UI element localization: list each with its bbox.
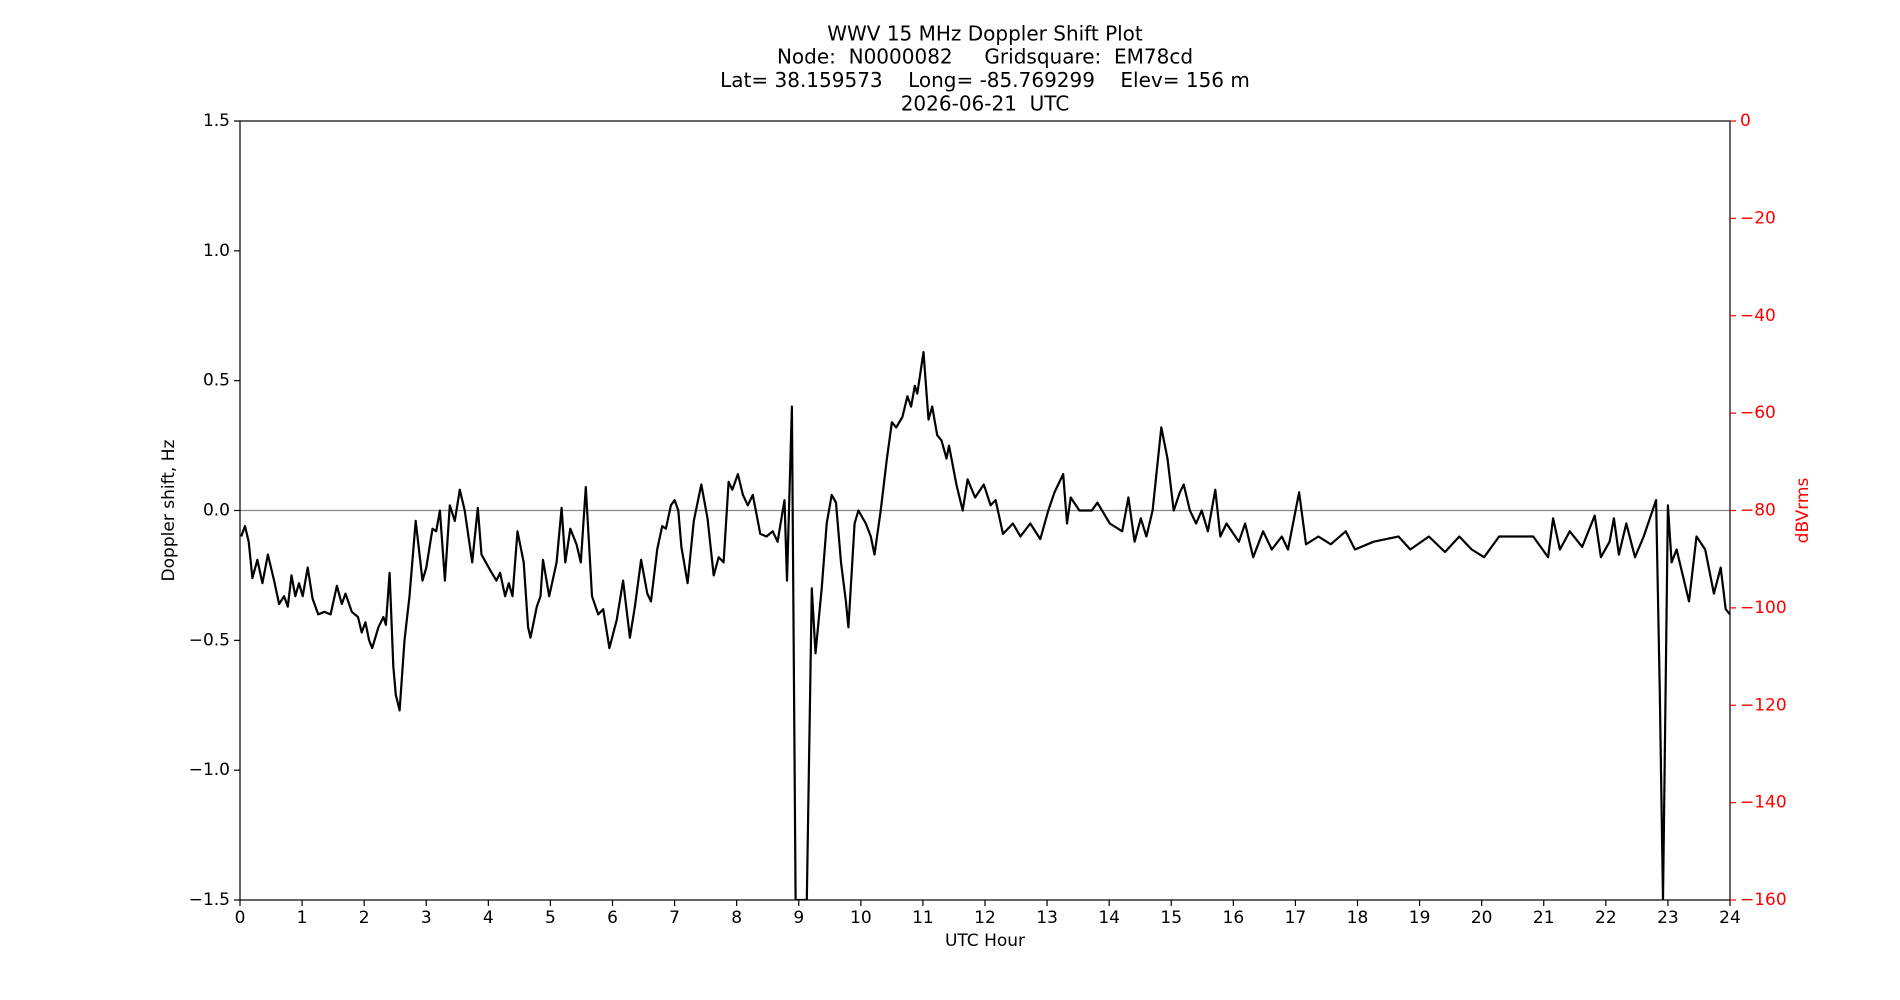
chart-title: WWV 15 MHz Doppler Shift Plot (827, 22, 1143, 46)
y2-tick-label: −160 (1740, 890, 1787, 910)
x-tick-label: 0 (235, 908, 246, 928)
data-line (240, 351, 1730, 900)
x-tick-label: 15 (1160, 908, 1182, 928)
y-tick-label: 1.0 (203, 241, 230, 261)
x-tick-label: 6 (607, 908, 618, 928)
y-tick-label: 0.5 (203, 371, 230, 391)
y2-tick-label: 0 (1740, 111, 1751, 131)
y2-tick-label: −80 (1740, 501, 1776, 521)
x-tick-label: 19 (1409, 908, 1431, 928)
x-tick-label: 9 (793, 908, 804, 928)
x-tick-label: 21 (1533, 908, 1555, 928)
x-tick-label: 4 (483, 908, 494, 928)
x-tick-label: 7 (669, 908, 680, 928)
y2-tick-label: −140 (1740, 793, 1787, 813)
y-tick-label: 0.0 (203, 501, 230, 521)
x-tick-label: 5 (545, 908, 556, 928)
x-tick-label: 3 (421, 908, 432, 928)
x-tick-label: 22 (1595, 908, 1617, 928)
y2-tick-label: −20 (1740, 208, 1776, 228)
x-tick-label: 14 (1098, 908, 1120, 928)
x-tick-label: 1 (297, 908, 308, 928)
y-tick-label: −1.5 (189, 890, 230, 910)
x-tick-label: 12 (974, 908, 996, 928)
x-tick-label: 16 (1223, 908, 1245, 928)
y2-axis-label: dBVrms (1793, 478, 1813, 544)
x-tick-label: 17 (1285, 908, 1307, 928)
chart-subtitle: Lat= 38.159573 Long= -85.769299 Elev= 15… (720, 68, 1250, 92)
x-tick-label: 23 (1657, 908, 1679, 928)
x-tick-label: 8 (731, 908, 742, 928)
y-tick-label: −0.5 (189, 630, 230, 650)
y-tick-label: −1.0 (189, 760, 230, 780)
y2-tick-label: −100 (1740, 598, 1787, 618)
x-tick-label: 10 (850, 908, 872, 928)
y2-tick-label: −40 (1740, 306, 1776, 326)
x-tick-label: 24 (1719, 908, 1741, 928)
chart-subtitle: 2026-06-21 UTC (901, 92, 1070, 116)
x-axis-label: UTC Hour (945, 931, 1025, 951)
x-tick-label: 11 (912, 908, 934, 928)
x-tick-label: 2 (359, 908, 370, 928)
y-axis-label: Doppler shift, Hz (159, 439, 179, 581)
y2-tick-label: −120 (1740, 695, 1787, 715)
x-tick-label: 13 (1036, 908, 1058, 928)
y-tick-label: 1.5 (203, 111, 230, 131)
y2-tick-label: −60 (1740, 403, 1776, 423)
chart-subtitle: Node: N0000082 Gridsquare: EM78cd (777, 45, 1193, 69)
x-tick-label: 20 (1471, 908, 1493, 928)
x-tick-label: 18 (1347, 908, 1369, 928)
